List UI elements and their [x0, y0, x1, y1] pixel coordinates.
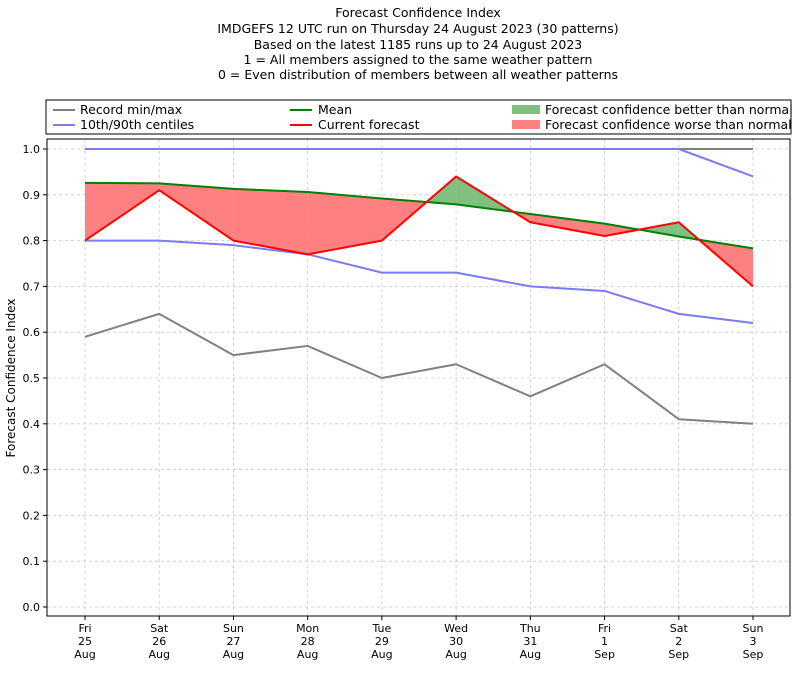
y-tick-label: 0.3 [23, 464, 41, 477]
x-tick-label: Tue 29 Aug [371, 622, 392, 661]
fill-worse-than-normal [530, 214, 605, 237]
fill-worse-than-normal [159, 183, 234, 241]
legend-item-centiles: 10th/90th centiles [53, 117, 194, 132]
y-tick-label: 0.1 [23, 555, 41, 568]
title-line-1: Forecast Confidence Index [335, 5, 501, 20]
legend-item-worse: Forecast confidence worse than normal [512, 117, 792, 132]
y-tick-label: 0.7 [23, 280, 41, 293]
y-tick-label: 0.2 [23, 509, 41, 522]
legend-frame [45, 99, 792, 135]
legend-label-current: Current forecast [318, 117, 420, 132]
fill-worse-than-normal [307, 192, 382, 255]
title-line-5: 0 = Even distribution of members between… [218, 67, 618, 82]
legend-item-better: Forecast confidence better than normal [512, 102, 793, 117]
plot-background [47, 139, 790, 616]
series-lines [84, 148, 754, 425]
y-tick-label: 0.4 [23, 418, 41, 431]
fill-better-than-normal [639, 222, 679, 237]
legend-item-mean: Mean [290, 102, 352, 117]
legend-swatch-better [512, 105, 540, 114]
y-axis-title: Forecast Confidence Index [4, 299, 18, 458]
series-line-p10 [85, 239, 754, 325]
legend: Record min/max 10th/90th centiles Mean C… [45, 99, 793, 135]
title-line-3: Based on the latest 1185 runs up to 24 A… [254, 37, 583, 52]
legend-label-record: Record min/max [80, 102, 182, 117]
legend-label-better: Forecast confidence better than normal [545, 102, 793, 117]
axis-ticks: 0.0 0.1 0.2 0.3 0.4 0.5 0.6 0.7 0.8 0.9 1.0 Fri 25 Au… [23, 143, 764, 661]
x-tick-label: Wed 30 Aug [444, 622, 468, 661]
y-tick-label: 0.9 [23, 189, 41, 202]
fill-worse-than-normal [85, 182, 160, 241]
fill-worse-than-normal [233, 188, 308, 255]
legend-label-centiles: 10th/90th centiles [80, 117, 194, 132]
y-tick-label: 1.0 [23, 143, 41, 156]
title-line-4: 1 = All members assigned to the same wea… [244, 52, 593, 67]
x-tick-label: Fri 25 Aug [74, 622, 95, 661]
title-line-2: IMDGEFS 12 UTC run on Thursday 24 August… [217, 21, 618, 36]
x-tick-label: Sun 3 Sep [743, 622, 764, 661]
x-tick-label: Fri 1 Sep [594, 622, 615, 661]
y-tick-label: 0.0 [23, 601, 41, 614]
x-tick-label: Sat 2 Sep [668, 622, 689, 661]
fill-worse-than-normal [604, 223, 640, 237]
legend-item-record: Record min/max [53, 102, 182, 117]
chart-title: Forecast Confidence Index IMDGEFS 12 UTC… [217, 5, 618, 82]
x-tick-label: Mon 28 Aug [296, 622, 319, 661]
x-tick-label: Sat 26 Aug [148, 622, 169, 661]
x-tick-label: Thu 31 Aug [519, 622, 541, 661]
y-tick-label: 0.8 [23, 235, 41, 248]
legend-label-worse: Forecast confidence worse than normal [545, 117, 792, 132]
series-line-current [84, 175, 754, 288]
series-line-p90 [85, 148, 754, 178]
legend-label-mean: Mean [318, 102, 352, 117]
y-tick-label: 0.5 [23, 372, 41, 385]
y-tick-label: 0.6 [23, 326, 41, 339]
legend-swatch-worse [512, 120, 540, 129]
series-line-record-min [84, 312, 754, 425]
legend-item-current: Current forecast [290, 117, 420, 132]
x-tick-label: Sun 27 Aug [223, 622, 244, 661]
